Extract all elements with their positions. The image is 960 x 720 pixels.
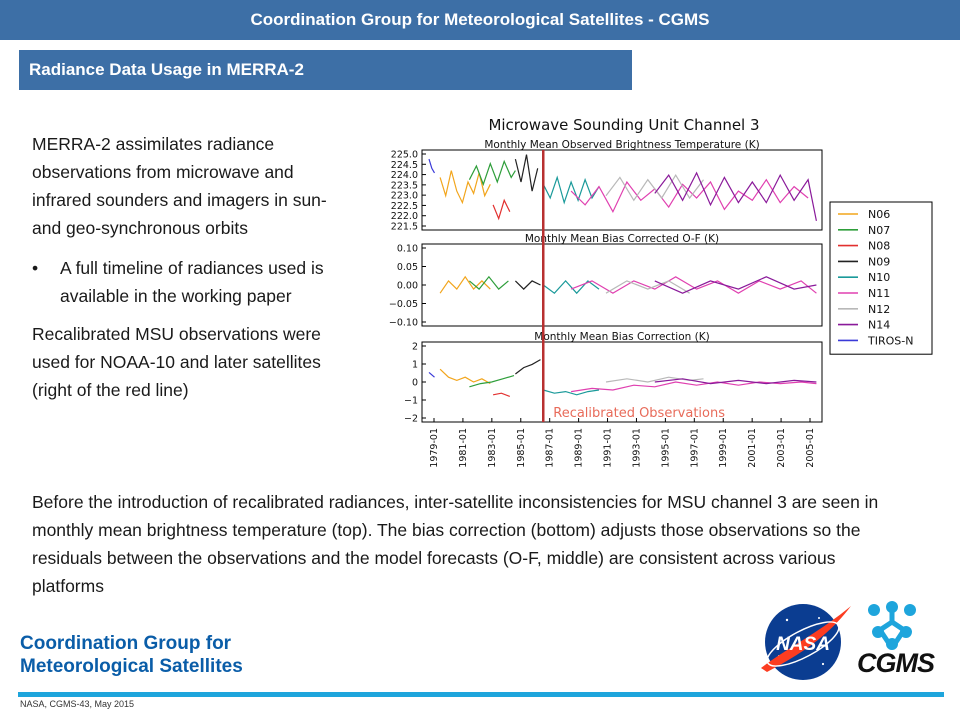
y-tick-label: −2 [404,414,418,425]
nasa-logo: NASA [757,598,853,689]
series-line-n14 [654,171,817,222]
y-tick-label: −0.10 [389,318,418,329]
y-tick-label: −0.05 [389,299,418,310]
series-line-n10 [543,389,600,396]
panel-title-1: Monthly Mean Observed Brightness Tempera… [484,139,759,151]
x-tick-label: 1983-01 [487,428,498,468]
x-tick-label: 1985-01 [516,428,527,468]
chart-annotation: Recalibrated Observations [553,406,725,421]
header-title: Coordination Group for Meteorological Sa… [250,10,710,29]
panel-title-2: Monthly Mean Bias Corrected O-F (K) [525,233,719,245]
series-line-tiros-n [428,158,436,174]
series-line-n09 [515,359,541,375]
series-line-n08 [492,392,511,397]
series-line-n09 [514,154,539,192]
y-tick-label: 0 [412,378,418,389]
series-line-n07 [469,375,515,388]
cgms-logo-text: CGMS [857,648,935,678]
series-line-n07 [468,159,516,187]
series-line-n11 [570,276,817,294]
x-tick-label: 1997-01 [689,428,700,468]
y-tick-label: 0.00 [397,281,418,292]
legend-label-n12: N12 [868,303,890,316]
footer-org-line2: Meteorological Satellites [20,656,243,677]
panel-frame-1 [421,149,823,231]
series-line-n06 [439,275,491,294]
y-tick-label: 2 [412,342,418,353]
series-line-n12 [605,173,704,202]
series-line-n12 [605,280,690,294]
x-tick-label: 2001-01 [747,428,758,468]
legend-label-n09: N09 [868,255,890,268]
bullet-dot: • [32,258,39,278]
series-line-n14 [654,276,817,294]
series-line-n11 [571,381,817,393]
left-paragraph-1: MERRA-2 assimilates radiance observation… [32,134,327,238]
nasa-logo-icon: NASA [761,604,851,680]
cgms-logo-icon [868,601,916,650]
section-title: Radiance Data Usage in MERRA-2 [29,60,304,79]
y-tick-label: 0.10 [397,244,418,255]
footer-org-line1: Coordination Group for [20,633,232,654]
series-line-tiros-n [428,371,435,378]
x-tick-label: 1981-01 [458,428,469,468]
y-tick-label: 223.0 [391,191,418,202]
y-tick-label: 224.0 [391,170,418,181]
y-tick-label: 0.05 [397,262,418,273]
series-line-n08 [492,198,511,221]
y-tick-label: −1 [404,396,418,407]
left-text-block: MERRA-2 assimilates radiance observation… [32,130,357,404]
y-tick-label: 222.0 [391,211,418,222]
x-tick-label: 1999-01 [718,428,729,468]
series-line-n14 [654,378,817,385]
x-tick-label: 1993-01 [631,428,642,468]
legend-label-n11: N11 [868,287,890,300]
x-tick-label: 1987-01 [545,428,556,468]
series-line-n09 [514,280,541,290]
legend-label-n14: N14 [868,319,890,332]
x-tick-label: 1979-01 [429,428,440,468]
chart-svg: Microwave Sounding Unit Channel 3 Monthly… [389,116,933,468]
legend-label-n06: N06 [868,208,890,221]
footer-rule [18,692,944,697]
x-tick-label: 1991-01 [603,428,614,468]
y-tick-label: 1 [412,360,418,371]
series-line-n06 [439,170,491,205]
left-paragraph-2: Recalibrated MSU observations were used … [32,324,321,400]
series-line-n11 [570,178,809,214]
header-bar: Coordination Group for Meteorological Sa… [0,0,960,40]
panel-title-3: Monthly Mean Bias Correction (K) [534,331,709,343]
series-line-n10 [542,175,600,205]
nasa-logo-text: NASA [776,634,830,655]
y-tick-label: 223.5 [391,180,418,191]
chart-title: Microwave Sounding Unit Channel 3 [488,116,759,134]
cgms-logo [852,600,932,655]
legend-label-n08: N08 [868,240,890,253]
bottom-text: Before the introduction of recalibrated … [32,492,879,596]
legend-label-n07: N07 [868,224,890,237]
x-tick-label: 1995-01 [660,428,671,468]
y-tick-label: 225.0 [391,150,418,161]
legend-box [829,201,933,355]
left-bullet: • A full timeline of radiances used is a… [32,254,357,310]
y-tick-label: 222.5 [391,201,418,212]
x-tick-label: 2005-01 [805,428,816,468]
left-bullet-text: A full timeline of radiances used is ava… [60,258,324,306]
legend-label-n10: N10 [868,271,890,284]
panel-frame-2 [421,243,823,327]
footer-meta: NASA, CGMS-43, May 2015 [20,699,135,709]
x-tick-label: 1989-01 [574,428,585,468]
legend-label-tiros-n: TIROS-N [867,334,913,347]
msu-chart: Microwave Sounding Unit Channel 3 Monthly… [360,106,950,476]
section-bar: Radiance Data Usage in MERRA-2 [19,50,632,90]
series-line-n07 [469,275,509,290]
x-tick-label: 2003-01 [776,428,787,468]
y-tick-label: 224.5 [391,160,418,171]
y-tick-label: 221.5 [391,222,418,233]
series-line-n06 [439,368,491,385]
